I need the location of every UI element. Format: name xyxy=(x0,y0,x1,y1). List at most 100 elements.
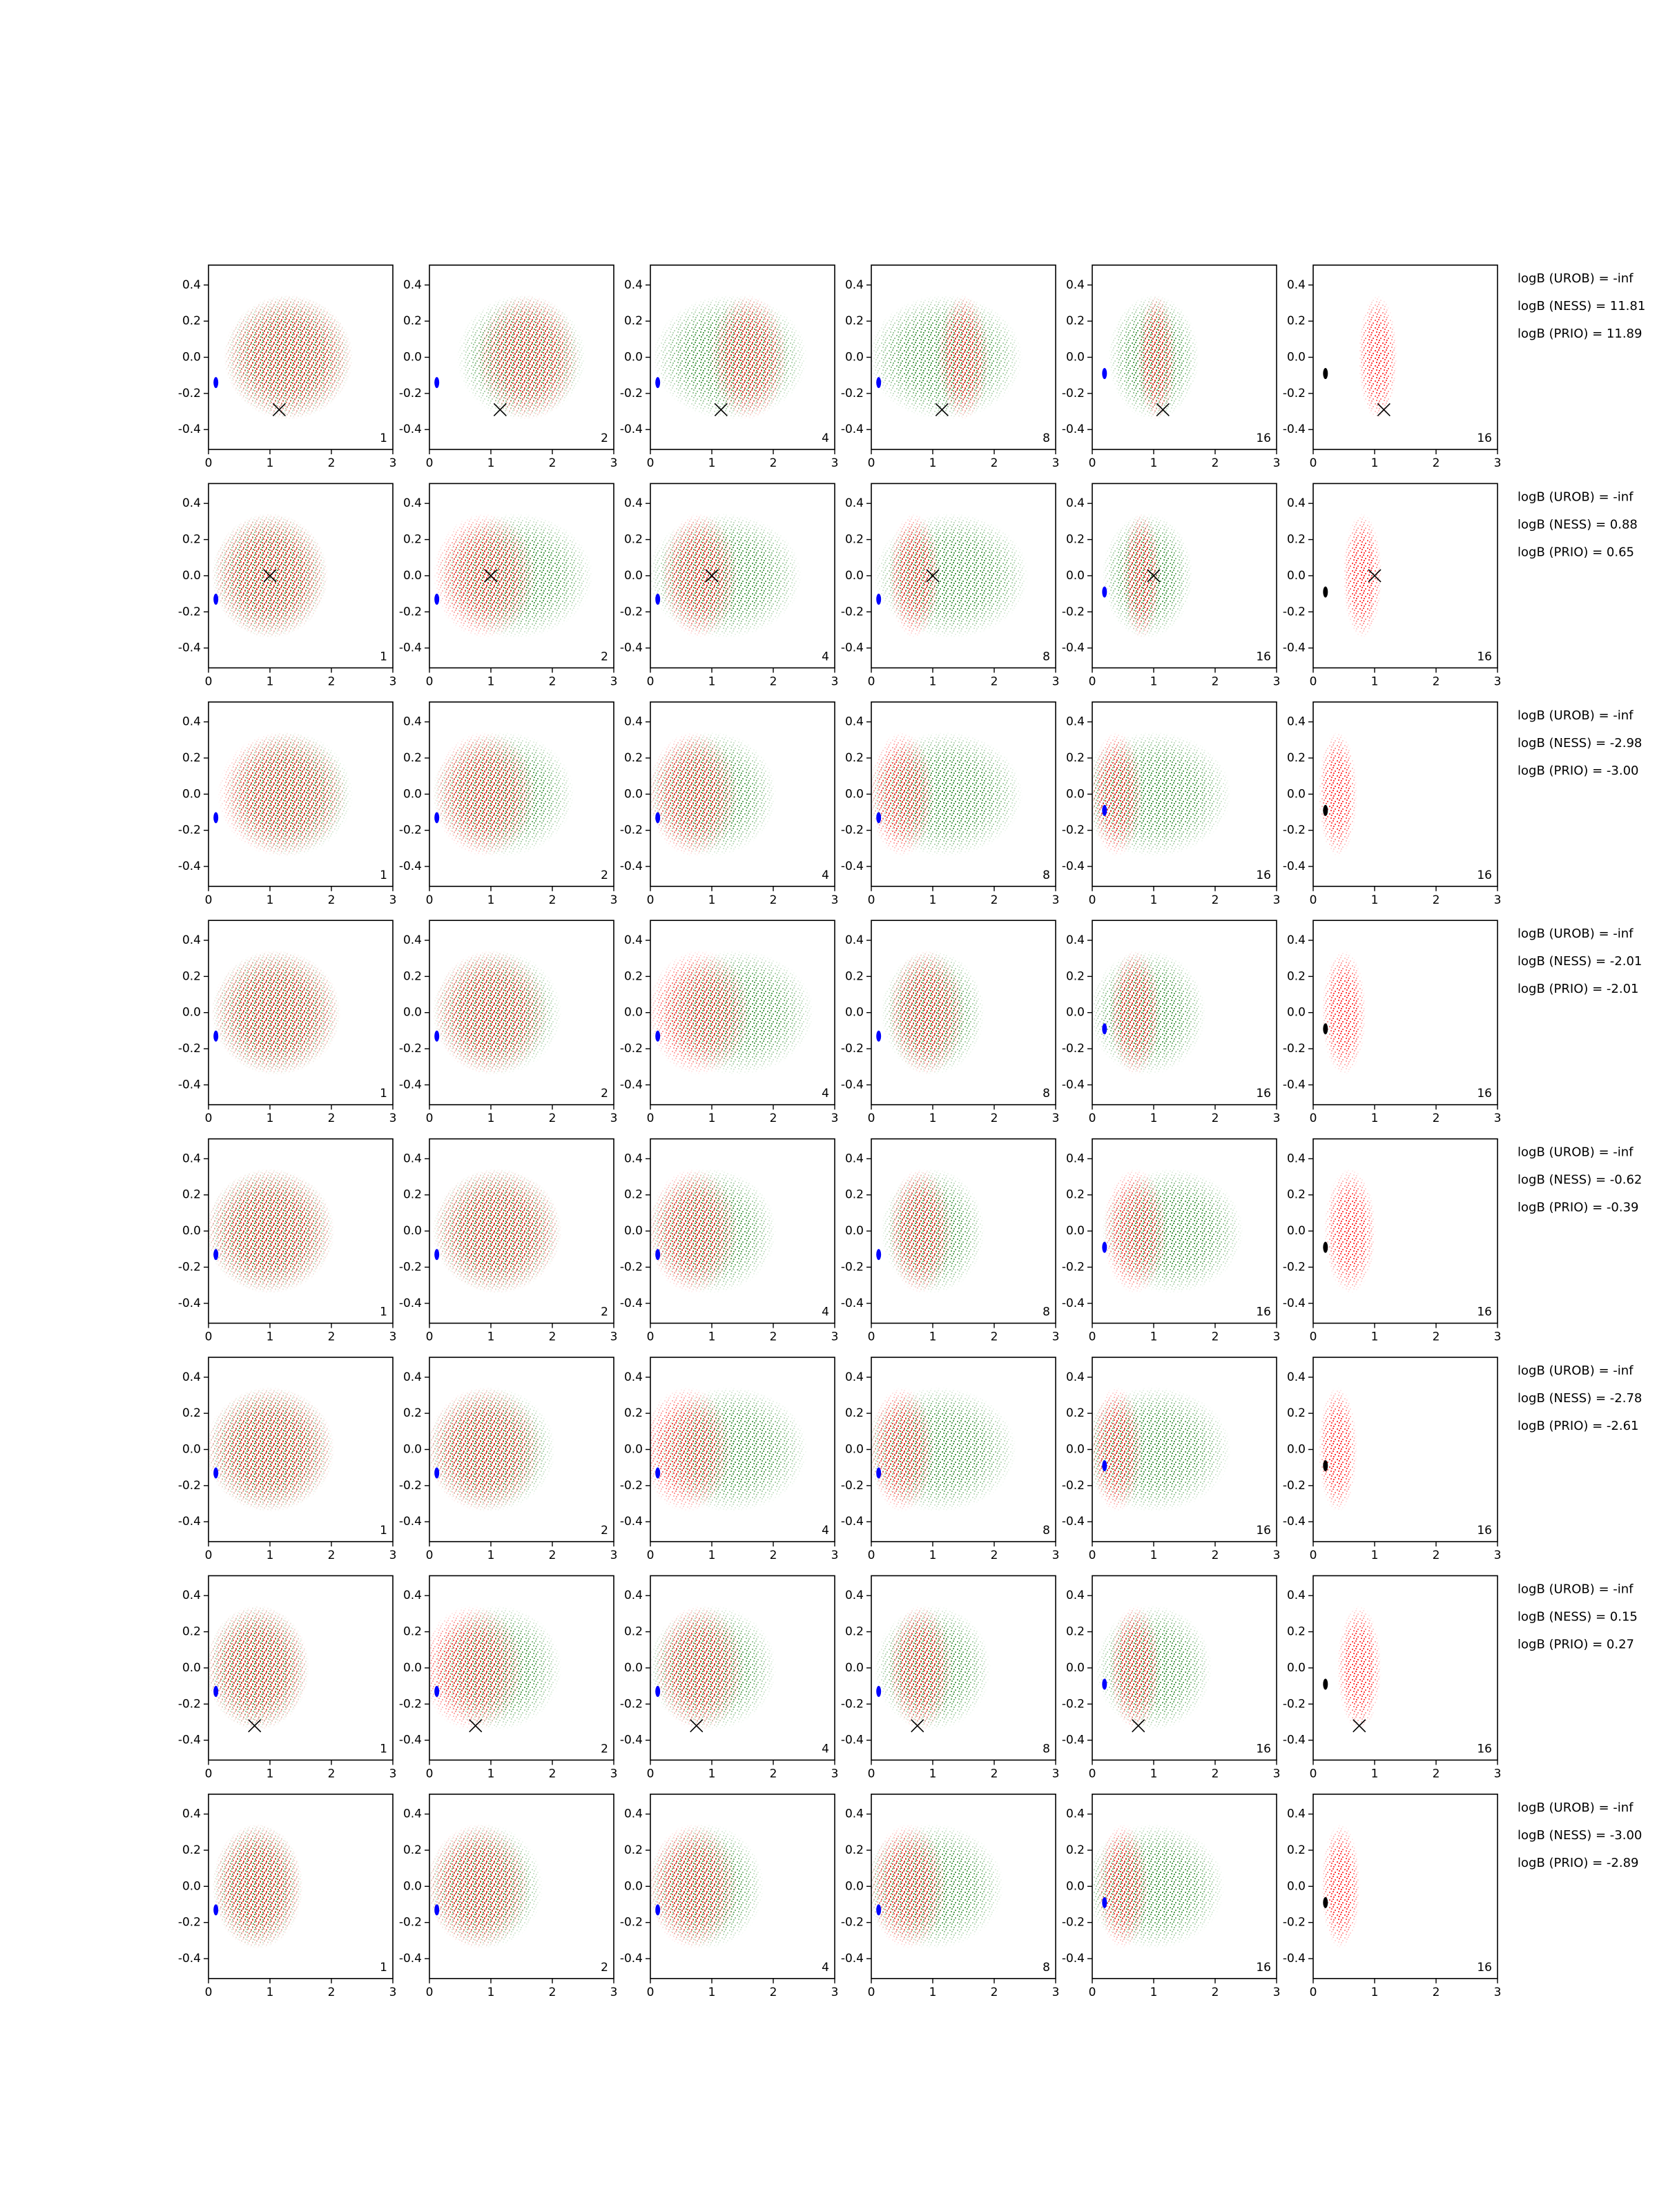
x-tick-label: 3 xyxy=(1052,1986,1060,1999)
panel: 0 1 2 3 -0.4 -0.2 0.0 0.2 0.4 8 xyxy=(841,1357,1059,1562)
y-tick-label: 0.0 xyxy=(182,351,201,365)
y-tick-label: 0.0 xyxy=(1287,1879,1306,1893)
y-tick-label: -0.4 xyxy=(178,1515,201,1529)
y-tick-label: 0.2 xyxy=(845,751,864,765)
y-tick-label: -0.4 xyxy=(1062,1078,1085,1092)
y-tick-label: 0.4 xyxy=(845,496,864,510)
x-tick-label: 0 xyxy=(1089,675,1096,688)
x-tick-label: 0 xyxy=(647,675,655,688)
y-tick-label: 0.4 xyxy=(1066,278,1085,292)
y-tick-label: 0.2 xyxy=(1287,314,1306,328)
y-tick-label: -0.2 xyxy=(1283,1042,1306,1056)
panel-label: 16 xyxy=(1256,650,1271,663)
plot-area xyxy=(1323,1605,1382,1733)
x-tick-label: 1 xyxy=(1371,675,1379,688)
panel: 0 1 2 3 -0.4 -0.2 0.0 0.2 0.4 8 xyxy=(841,701,1059,907)
y-tick-label: -0.4 xyxy=(841,1297,864,1310)
y-tick-label: -0.2 xyxy=(399,1042,422,1056)
panel-label: 8 xyxy=(1043,869,1050,882)
x-tick-label: 1 xyxy=(1150,1112,1158,1125)
plot-area xyxy=(212,1823,303,1949)
reference-marker xyxy=(1323,804,1328,816)
x-tick-label: 0 xyxy=(205,893,213,907)
y-tick-label: 0.2 xyxy=(1066,1843,1085,1857)
y-tick-label: 0.2 xyxy=(1287,1406,1306,1420)
x-tick-label: 0 xyxy=(868,456,875,470)
reference-marker xyxy=(1102,1896,1107,1908)
y-tick-label: 0.4 xyxy=(624,496,643,510)
y-tick-label: -0.2 xyxy=(841,824,864,837)
x-tick-label: 2 xyxy=(770,1330,777,1344)
plot-area xyxy=(1321,950,1366,1076)
panel-label: 2 xyxy=(601,869,608,882)
x-tick-label: 2 xyxy=(770,1549,777,1562)
y-tick-label: 0.4 xyxy=(845,1807,864,1821)
y-tick-label: 0.4 xyxy=(845,715,864,729)
y-tick-label: 0.4 xyxy=(403,1152,422,1165)
y-tick-label: 0.2 xyxy=(624,1188,643,1202)
reference-marker xyxy=(655,1249,661,1261)
x-tick-label: 0 xyxy=(1089,1330,1096,1344)
x-tick-label: 3 xyxy=(389,456,397,470)
y-tick-label: -0.4 xyxy=(178,423,201,436)
x-tick-label: 3 xyxy=(610,1767,618,1781)
x-tick-label: 3 xyxy=(1494,1330,1502,1344)
true-point xyxy=(1156,402,1170,416)
y-tick-label: -0.4 xyxy=(1283,1078,1306,1092)
panel: 0 1 2 3 -0.4 -0.2 0.0 0.2 0.4 1 xyxy=(178,1138,396,1344)
y-tick-label: 0.2 xyxy=(1066,1406,1085,1420)
y-tick-label: 0.2 xyxy=(845,533,864,547)
x-tick-label: 2 xyxy=(991,675,998,688)
y-tick-label: 0.0 xyxy=(403,1006,422,1020)
x-tick-label: 0 xyxy=(426,1767,434,1781)
x-tick-label: 1 xyxy=(929,1767,937,1781)
reference-marker xyxy=(1323,1896,1328,1908)
x-tick-label: 1 xyxy=(708,675,716,688)
axes-frame xyxy=(1312,264,1498,450)
annotation: logB (NESS) = 0.15 xyxy=(1518,1609,1638,1624)
x-tick-label: 0 xyxy=(1310,1112,1317,1125)
x-tick-label: 3 xyxy=(831,1767,839,1781)
point-cloud xyxy=(871,1387,935,1512)
y-tick-label: 0.0 xyxy=(1066,1661,1085,1675)
y-tick-label: 0.4 xyxy=(845,1589,864,1602)
panel: 0 1 2 3 -0.4 -0.2 0.0 0.2 0.4 4 xyxy=(620,920,838,1125)
point-cloud xyxy=(217,731,347,857)
y-tick-label: -0.2 xyxy=(178,605,201,619)
plot-area xyxy=(1102,513,1193,639)
y-tick-label: 0.2 xyxy=(403,751,422,765)
panel: 0 1 2 3 -0.4 -0.2 0.0 0.2 0.4 16 logB (UROB) = -in… xyxy=(1283,701,1642,907)
x-tick-label: 3 xyxy=(389,1986,397,1999)
x-tick-label: 3 xyxy=(1273,1112,1281,1125)
x-tick-label: 0 xyxy=(426,675,434,688)
panel-label: 4 xyxy=(822,1087,829,1100)
point-cloud xyxy=(429,1824,530,1949)
x-tick-label: 0 xyxy=(426,1986,434,1999)
x-tick-label: 2 xyxy=(991,1549,998,1562)
plot-area xyxy=(1092,950,1206,1076)
reference-marker xyxy=(655,1685,661,1697)
point-cloud xyxy=(1092,1387,1143,1512)
point-cloud xyxy=(650,732,739,857)
y-tick-label: 0.2 xyxy=(403,1625,422,1639)
plot-area xyxy=(650,1605,777,1733)
panel-label: 8 xyxy=(1043,1306,1050,1319)
point-cloud xyxy=(654,1605,745,1731)
x-tick-label: 2 xyxy=(328,1549,336,1562)
panel: 0 1 2 3 -0.4 -0.2 0.0 0.2 0.4 8 xyxy=(841,483,1059,688)
x-tick-label: 3 xyxy=(1494,893,1502,907)
point-cloud xyxy=(938,295,989,420)
panel-label: 16 xyxy=(1477,1306,1492,1319)
panel: 0 1 2 3 -0.4 -0.2 0.0 0.2 0.4 4 xyxy=(620,483,838,688)
x-tick-label: 0 xyxy=(205,1330,213,1344)
y-tick-label: 0.4 xyxy=(182,1152,201,1165)
plot-area xyxy=(432,950,562,1076)
plot-area xyxy=(650,513,802,639)
x-tick-label: 1 xyxy=(708,1767,716,1781)
reference-marker xyxy=(213,1249,219,1261)
x-tick-label: 0 xyxy=(426,456,434,470)
panel-label: 4 xyxy=(822,431,829,445)
reference-marker xyxy=(1323,368,1328,380)
y-tick-label: 0.4 xyxy=(624,715,643,729)
panel-label: 8 xyxy=(1043,1524,1050,1537)
